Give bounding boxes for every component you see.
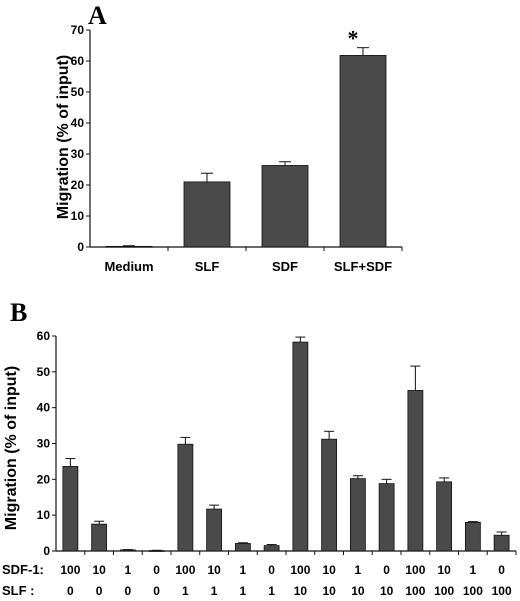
sdf1-dose-label: 1 [240,563,247,577]
panel-b-y-tick-label: 20 [37,472,51,486]
sdf1-dose-label: 100 [175,563,195,577]
panel-b: B Migration (% of input) 0102030405060SD… [2,298,517,598]
panel-b-bar [234,543,251,552]
slf-dose-label: 0 [67,584,74,598]
panel-b-y-axis-title: Migration (% of input) [3,366,20,530]
sdf1-dose-label: 1 [470,563,477,577]
sdf1-dose-label: 10 [92,563,106,577]
panel-a-y-axis-title: Migration (% of input) [55,55,72,219]
slf-dose-label: 100 [405,584,425,598]
panel-a-y-tick-label: 10 [71,209,85,223]
sdf1-dose-label: 100 [405,563,425,577]
panel-b-bar [206,508,223,552]
panel-b-bar [464,521,481,552]
panel-b-bar [378,483,395,552]
panel-a-category-label: Medium [104,259,153,274]
panel-a-bar [339,55,387,248]
slf-dose-label: 100 [492,584,512,598]
panel-b-bar [493,534,510,552]
panel-b-y-tick-label: 10 [37,508,51,522]
slf-dose-label: 0 [153,584,160,598]
panel-b-y-tick-label: 0 [43,544,50,558]
panel-a-y-tick-label: 20 [71,178,85,192]
panel-b-y-tick-label: 60 [37,329,51,343]
slf-dose-label: 0 [96,584,103,598]
panel-b-bar [119,549,136,552]
slf-dose-label: 0 [125,584,132,598]
panel-a-bar [183,181,231,248]
panel-a-y-tick-label: 60 [71,54,85,68]
panel-a: A Migration (% of input) 0 10 20 30 40 50 60 70… [55,1,403,274]
sdf1-dose-label: 0 [153,563,160,577]
sdf1-dose-label: 1 [125,563,132,577]
slf-dose-label: 1 [211,584,218,598]
slf-dose-label: 1 [240,584,247,598]
panel-b-bar [62,466,79,552]
panel-b-bar [177,443,194,552]
slf-dose-label: 1 [268,584,275,598]
panel-b-y-tick-label: 40 [37,401,51,415]
panel-a-bar [261,165,309,248]
panel-b-y-tick-label: 30 [37,437,51,451]
panel-a-y-tick-label: 0 [77,240,84,254]
panel-b-bar [321,438,338,552]
panel-b-y-tick-label: 50 [37,365,51,379]
panel-b-bar [436,481,453,552]
sdf1-dose-label: 0 [383,563,390,577]
panel-a-category-label: SLF [195,259,220,274]
sdf1-dose-label: 10 [322,563,336,577]
panel-a-category-label: SLF+SDF [334,259,392,274]
sdf1-dose-label: 100 [60,563,80,577]
slf-dose-label: 10 [380,584,394,598]
panel-b-bar [407,390,424,552]
slf-row-label: SLF : [2,583,35,598]
panel-a-y-tick-label: 70 [71,23,85,37]
panel-a-significance-star: * [348,26,359,51]
panel-b-bar [292,341,309,552]
slf-dose-label: 1 [182,584,189,598]
panel-a-bar [105,245,153,248]
sdf1-dose-label: 10 [207,563,221,577]
panel-b-bar [349,478,366,552]
panel-a-letter: A [88,1,107,30]
slf-dose-label: 10 [351,584,365,598]
panel-a-y-tick-label: 50 [71,85,85,99]
sdf1-dose-label: 0 [498,563,505,577]
panel-b-letter: B [10,298,27,327]
slf-dose-label: 100 [463,584,483,598]
panel-a-y-tick-label: 30 [71,147,85,161]
slf-dose-label: 10 [322,584,336,598]
panel-a-y-tick-label: 40 [71,116,85,130]
panel-a-category-label: SDF [272,259,298,274]
sdf1-row-label: SDF-1: [2,562,44,577]
sdf1-dose-label: 0 [268,563,275,577]
sdf1-dose-label: 1 [355,563,362,577]
slf-dose-label: 10 [294,584,308,598]
sdf1-dose-label: 100 [290,563,310,577]
sdf1-dose-label: 10 [437,563,451,577]
panel-b-bar [263,545,280,552]
panel-b-bar [91,523,108,552]
slf-dose-label: 100 [434,584,454,598]
